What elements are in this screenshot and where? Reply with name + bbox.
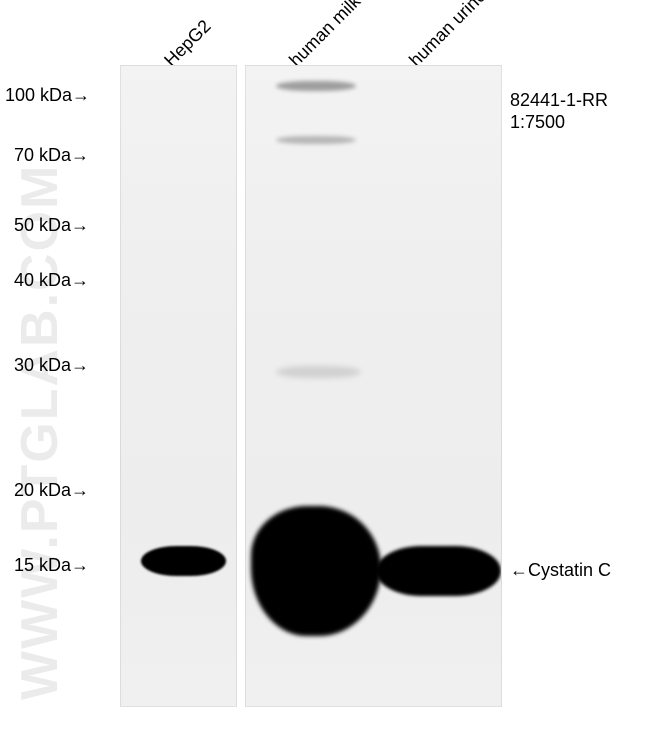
band-hepg2-cystatinc	[141, 546, 226, 576]
target-label: ←Cystatin C	[510, 560, 611, 581]
blot-figure: WWW.PTGLAB.COM HepG2 human milk human ur…	[0, 0, 650, 734]
band-milk-high2	[276, 136, 356, 144]
marker-30kda: 30 kDa→	[14, 355, 89, 376]
marker-70kda: 70 kDa→	[14, 145, 89, 166]
antibody-id: 82441-1-RR	[510, 90, 608, 111]
band-milk-mid	[276, 366, 361, 378]
marker-50kda: 50 kDa→	[14, 215, 89, 236]
marker-100kda: 100 kDa→	[5, 85, 90, 106]
blot-strip-hepg2	[120, 65, 237, 707]
marker-15kda: 15 kDa→	[14, 555, 89, 576]
blot-strip-milk-urine	[245, 65, 502, 707]
lane-label-human-urine: human urine	[405, 0, 491, 71]
marker-40kda: 40 kDa→	[14, 270, 89, 291]
marker-20kda: 20 kDa→	[14, 480, 89, 501]
band-milk-cystatinc	[251, 506, 381, 636]
band-milk-high1	[276, 81, 356, 91]
antibody-dilution: 1:7500	[510, 112, 565, 133]
lane-label-human-milk: human milk	[285, 0, 365, 71]
band-urine-cystatinc	[376, 546, 501, 596]
lane-label-hepg2: HepG2	[160, 16, 215, 71]
watermark: WWW.PTGLAB.COM	[10, 164, 70, 700]
